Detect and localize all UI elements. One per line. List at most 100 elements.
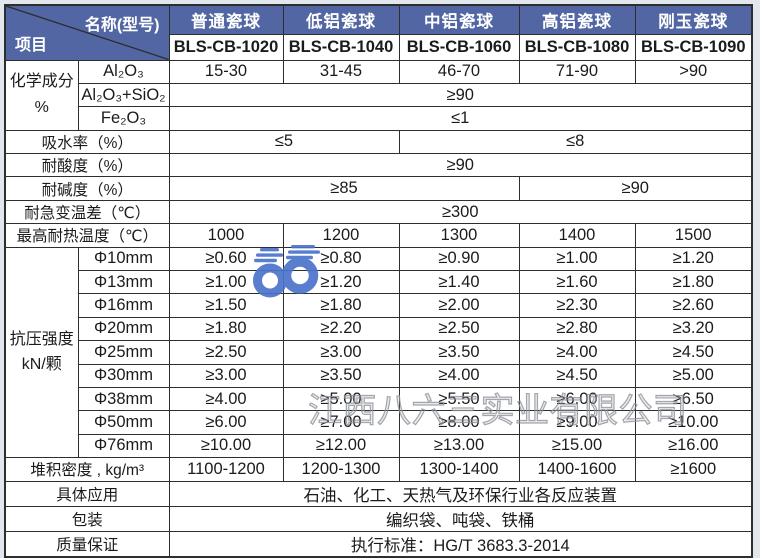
row-sublabel: Φ16mm xyxy=(77,293,170,318)
value-cell: ≥1.00 xyxy=(518,246,636,272)
value-cell: ≥1.50 xyxy=(168,293,284,318)
value-cell: ≥1600 xyxy=(634,457,753,482)
row-strength-d30: Φ30mm ≥3.00 ≥3.50 ≥4.00 ≥4.50 ≥5.00 xyxy=(5,363,753,388)
row-packaging: 包装 编织袋、吨袋、铁桶 xyxy=(4,505,753,532)
merged-value-cell: 石油、化工、天热气及环保行业各反应装置 xyxy=(168,480,753,507)
merged-value-cell: ≥90 xyxy=(518,176,753,201)
value-cell: 1200 xyxy=(282,223,400,248)
value-cell: ≥15.00 xyxy=(518,433,636,459)
product-name-high-alumina: 高铝瓷球 xyxy=(518,4,636,35)
merged-value-cell: ≥300 xyxy=(168,199,753,225)
row-label: 堆积密度 , kg/m³ xyxy=(4,457,170,482)
row-strength-d76: Φ76mm ≥10.00 ≥12.00 ≥13.00 ≥15.00 ≥16.00 xyxy=(5,433,753,459)
row-application: 具体应用 石油、化工、天热气及环保行业各反应装置 xyxy=(4,480,753,507)
value-cell: ≥9.00 xyxy=(518,410,636,435)
row-strength-d13: Φ13mm ≥1.00 ≥1.20 ≥1.40 ≥1.60 ≥1.80 xyxy=(5,270,753,295)
row-sublabel: Φ50mm xyxy=(77,410,170,435)
value-cell: 1400 xyxy=(518,223,636,248)
row-label: 耐碱度（%） xyxy=(4,176,170,201)
value-cell: ≥12.00 xyxy=(282,433,400,459)
value-cell: ≥1.80 xyxy=(168,316,284,342)
merged-value-cell: ≤5 xyxy=(168,129,400,155)
row-label: 耐酸度（%） xyxy=(4,153,170,178)
value-cell: ≥2.80 xyxy=(518,316,636,342)
row-label: 吸水率（%） xyxy=(4,129,170,155)
value-cell: ≥4.00 xyxy=(398,363,520,388)
row-label: 质量保证 xyxy=(4,530,170,558)
row-strength-d50: Φ50mm ≥6.00 ≥7.00 ≥8.00 ≥9.00 ≥10.00 xyxy=(5,410,753,435)
row-fe2o3: Fe₂O₃ ≤1 xyxy=(5,106,753,131)
chem-group-label: 化学成分 % xyxy=(4,59,79,131)
product-code: BLS-CB-1020 xyxy=(168,33,284,61)
value-cell: ≥10.00 xyxy=(168,433,284,459)
value-cell: ≥6.00 xyxy=(168,410,284,435)
value-cell: ≥16.00 xyxy=(634,433,753,459)
merged-value-cell: ≥90 xyxy=(168,153,753,178)
row-label: 包装 xyxy=(4,505,170,532)
row-strength-d16: Φ16mm ≥1.50 ≥1.80 ≥2.00 ≥2.30 ≥2.60 xyxy=(5,293,753,318)
row-sublabel: Φ38mm xyxy=(77,386,170,412)
value-cell: ≥0.90 xyxy=(398,246,520,272)
row-strength-d10: 抗压强度 kN/颗 Φ10mm ≥0.60 ≥0.80 ≥0.90 ≥1.00 … xyxy=(4,246,753,459)
product-code: BLS-CB-1060 xyxy=(398,33,520,61)
row-sublabel: Φ13mm xyxy=(77,270,170,295)
value-cell: ≥4.50 xyxy=(518,363,636,388)
value-cell: ≥4.50 xyxy=(634,340,753,365)
product-code: BLS-CB-1090 xyxy=(634,33,753,61)
value-cell: ≥5.50 xyxy=(398,386,520,412)
value-cell: ≥8.00 xyxy=(398,410,520,435)
merged-value-cell: ≥90 xyxy=(168,82,753,108)
value-cell: ≥2.20 xyxy=(282,316,400,342)
value-cell: 71-90 xyxy=(518,59,636,84)
corner-header-cell: 名称(型号) 项目 xyxy=(4,4,170,61)
row-sublabel: Φ30mm xyxy=(77,363,170,388)
value-cell: ≥2.00 xyxy=(398,293,520,318)
row-max-temperature: 最高耐热温度（℃） 1000 1200 1300 1400 1500 xyxy=(4,223,753,248)
row-sublabel: Φ10mm xyxy=(77,246,170,272)
value-cell: 1400-1600 xyxy=(518,457,636,482)
value-cell: 1500 xyxy=(634,223,753,248)
value-cell: ≥1.80 xyxy=(634,270,753,295)
row-al2o3-sio2: Al₂O₃+SiO₂ ≥90 xyxy=(5,82,753,108)
value-cell: ≥5.00 xyxy=(282,386,400,412)
row-sublabel: Al₂O₃ xyxy=(77,59,170,84)
product-code: BLS-CB-1080 xyxy=(518,33,636,61)
row-acid-resistance: 耐酸度（%） ≥90 xyxy=(4,153,753,178)
value-cell: 1000 xyxy=(168,223,284,248)
row-label: 具体应用 xyxy=(4,480,170,507)
corner-name-label: 名称(型号) xyxy=(84,17,160,34)
row-label: 耐急变温差（℃） xyxy=(4,199,170,225)
row-water-absorption: 吸水率（%） ≤5 ≤8 xyxy=(4,129,753,155)
value-cell: ≥3.50 xyxy=(398,340,520,365)
value-cell: ≥3.50 xyxy=(282,363,400,388)
value-cell: 15-30 xyxy=(168,59,284,84)
diagonal-divider xyxy=(6,6,168,59)
row-strength-d25: Φ25mm ≥2.50 ≥3.00 ≥3.50 ≥4.00 ≥4.50 xyxy=(5,340,753,365)
product-name-corundum: 刚玉瓷球 xyxy=(634,4,753,35)
value-cell: ≥1.40 xyxy=(398,270,520,295)
row-quality: 质量保证 执行标准：HG/T 3683.3-2014 xyxy=(4,530,753,558)
value-cell: ≥3.00 xyxy=(282,340,400,365)
strength-group-label: 抗压强度 kN/颗 xyxy=(4,246,79,459)
value-cell: ≥1.00 xyxy=(168,270,284,295)
value-cell: 1300 xyxy=(398,223,520,248)
product-name-ordinary: 普通瓷球 xyxy=(168,4,284,35)
value-cell: ≥7.00 xyxy=(282,410,400,435)
value-cell: ≥2.60 xyxy=(634,293,753,318)
value-cell: ≥4.00 xyxy=(168,386,284,412)
value-cell: ≥2.50 xyxy=(398,316,520,342)
row-sublabel: Fe₂O₃ xyxy=(77,106,170,131)
merged-value-cell: ≤1 xyxy=(168,106,753,131)
row-sublabel: Φ20mm xyxy=(77,316,170,342)
value-cell: ≥3.20 xyxy=(634,316,753,342)
row-bulk-density: 堆积密度 , kg/m³ 1100-1200 1200-1300 1300-14… xyxy=(4,457,753,482)
merged-value-cell: ≤8 xyxy=(398,129,753,155)
row-sublabel: Φ76mm xyxy=(77,433,170,459)
value-cell: ≥1.20 xyxy=(634,246,753,272)
value-cell: ≥1.80 xyxy=(282,293,400,318)
merged-value-cell: ≥85 xyxy=(168,176,520,201)
value-cell: ≥2.50 xyxy=(168,340,284,365)
value-cell: ≥13.00 xyxy=(398,433,520,459)
row-strength-d38: Φ38mm ≥4.00 ≥5.00 ≥5.50 ≥6.00 ≥6.50 xyxy=(5,386,753,412)
value-cell: ≥6.50 xyxy=(634,386,753,412)
